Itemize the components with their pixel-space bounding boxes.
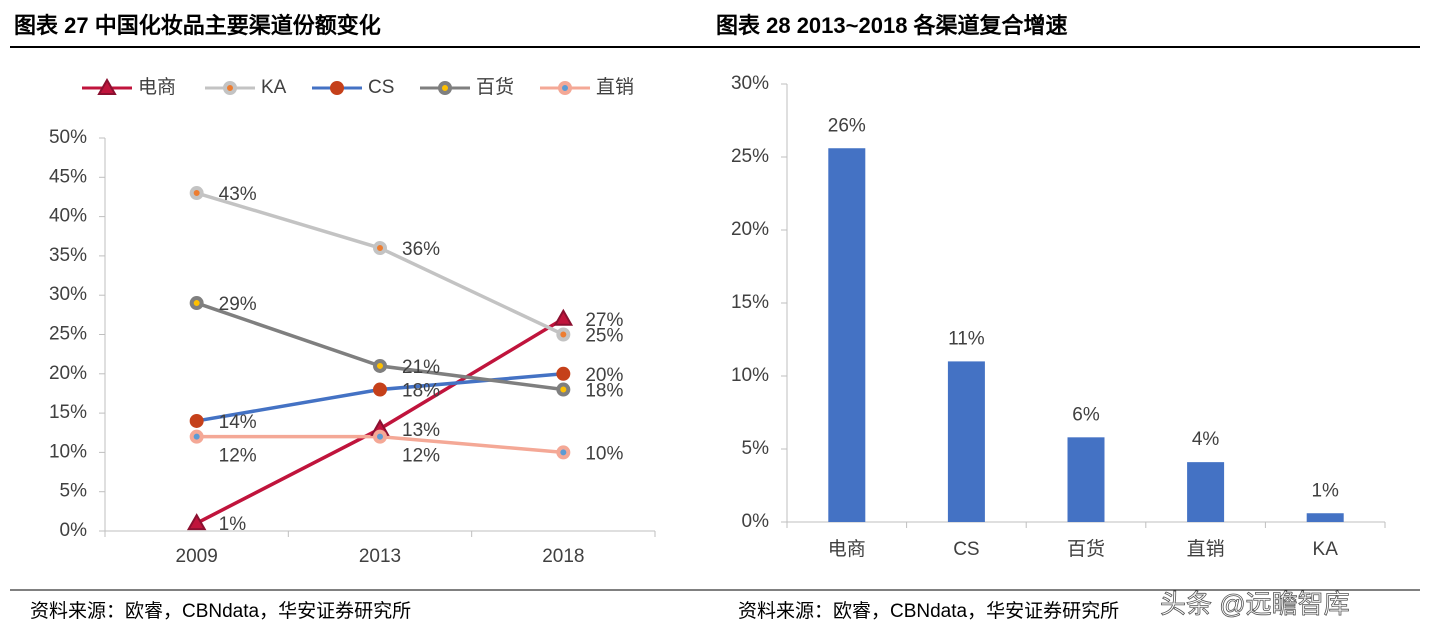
data-label: 27% xyxy=(585,310,623,331)
source: 资料来源：欧睿，CBNdata，华安证券研究所 xyxy=(738,600,1119,622)
data-label: 1% xyxy=(1311,480,1339,501)
source: 资料来源：欧睿，CBNdata，华安证券研究所 xyxy=(30,600,411,622)
marker xyxy=(373,358,387,373)
data-label: 18% xyxy=(585,381,623,402)
data-label: 10% xyxy=(585,443,623,464)
marker xyxy=(189,186,204,201)
x-tick-label: 百货 xyxy=(1067,538,1105,560)
data-label: 6% xyxy=(1072,404,1100,425)
x-tick-label: 电商 xyxy=(828,538,866,560)
marker xyxy=(556,445,571,460)
legend-label: CS xyxy=(368,77,394,98)
marker xyxy=(553,308,574,326)
bar xyxy=(1187,462,1225,522)
marker xyxy=(373,382,387,397)
legend-label: 百货 xyxy=(476,76,514,98)
chart-title: 图表 27 中国化妆品主要渠道份额变化 xyxy=(14,13,381,38)
y-tick-label: 40% xyxy=(49,206,87,227)
marker xyxy=(556,382,571,397)
data-label: 14% xyxy=(219,412,257,433)
marker xyxy=(373,429,387,444)
legend-marker xyxy=(330,81,344,95)
y-tick-label: 5% xyxy=(742,438,770,459)
watermark: 头条 @远瞻智库 xyxy=(1160,589,1350,619)
data-label: 25% xyxy=(585,326,623,347)
y-tick-label: 50% xyxy=(49,127,87,148)
legend-marker xyxy=(558,81,572,95)
x-tick-label: CS xyxy=(953,539,979,560)
x-tick-label: 2013 xyxy=(359,546,401,567)
y-tick-label: 15% xyxy=(731,292,769,313)
marker xyxy=(556,327,571,342)
data-label: 13% xyxy=(402,420,440,441)
data-label: 36% xyxy=(402,239,440,260)
y-tick-label: 30% xyxy=(49,284,87,305)
y-tick-label: 25% xyxy=(731,146,769,167)
marker xyxy=(373,241,387,256)
y-tick-label: 30% xyxy=(731,73,769,94)
x-tick-label: KA xyxy=(1313,539,1339,560)
bar xyxy=(1067,437,1105,522)
y-tick-label: 10% xyxy=(731,365,769,386)
data-label: 12% xyxy=(219,446,257,467)
y-tick-label: 15% xyxy=(49,402,87,423)
data-label: 29% xyxy=(219,294,257,315)
data-label: 20% xyxy=(585,365,623,386)
data-label: 4% xyxy=(1192,429,1220,450)
bar xyxy=(1306,513,1344,522)
marker xyxy=(556,366,571,381)
legend-label: 直销 xyxy=(596,76,634,98)
y-tick-label: 0% xyxy=(60,520,88,541)
legend-marker xyxy=(438,81,452,95)
data-label: 43% xyxy=(219,184,257,205)
data-label: 12% xyxy=(402,446,440,467)
series-line xyxy=(196,301,564,392)
x-tick-label: 直销 xyxy=(1187,538,1225,560)
legend-marker xyxy=(97,77,117,95)
y-tick-label: 5% xyxy=(60,481,88,502)
marker xyxy=(189,429,204,444)
legend-label: KA xyxy=(261,77,287,98)
y-tick-label: 25% xyxy=(49,324,87,345)
data-label: 26% xyxy=(828,115,866,136)
chart-title: 图表 28 2013~2018 各渠道复合增速 xyxy=(716,13,1068,38)
data-label: 1% xyxy=(219,514,247,535)
marker xyxy=(186,513,207,531)
y-tick-label: 0% xyxy=(742,511,770,532)
data-label: 18% xyxy=(402,381,440,402)
x-tick-label: 2009 xyxy=(176,546,218,567)
y-tick-label: 20% xyxy=(49,363,87,384)
y-tick-label: 35% xyxy=(49,245,87,266)
data-label: 21% xyxy=(402,357,440,378)
marker xyxy=(189,413,204,428)
bar xyxy=(828,148,866,523)
legend-label: 电商 xyxy=(138,76,176,98)
y-tick-label: 10% xyxy=(49,441,87,462)
bar xyxy=(947,361,985,522)
legend-marker xyxy=(223,81,237,95)
y-tick-label: 20% xyxy=(731,219,769,240)
marker xyxy=(189,296,204,311)
x-tick-label: 2018 xyxy=(542,546,584,567)
y-tick-label: 45% xyxy=(49,166,87,187)
data-label: 11% xyxy=(948,328,985,349)
